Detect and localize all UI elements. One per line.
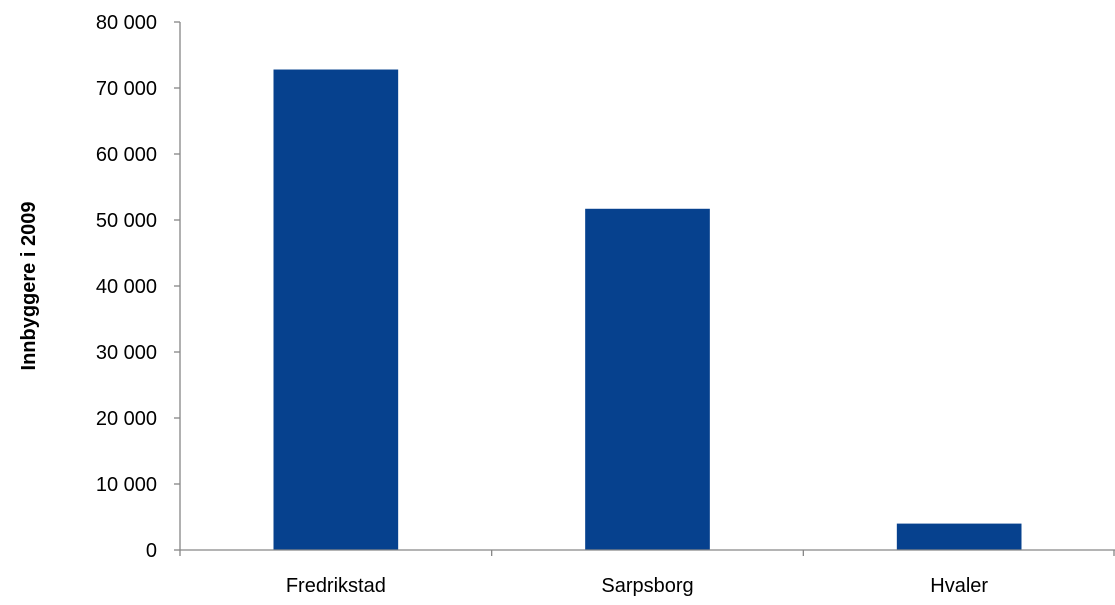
y-tick-label: 60 000 [96,144,157,166]
y-tick-label: 0 [146,540,157,562]
x-axis: Fredrikstad Sarpsborg Hvaler [179,549,1115,597]
y-tick-label: 10 000 [96,474,157,496]
y-axis: 0 10 000 20 000 30 000 40 000 50 000 60 000 70 … [96,12,181,562]
bar-hvaler [896,523,1022,550]
y-tick-label: 70 000 [96,78,157,100]
bars-group [273,69,1022,551]
y-axis-label: Innbyggere i 2009 [18,202,40,371]
y-tick-label: 50 000 [96,210,157,232]
x-tick-label-sarpsborg: Sarpsborg [601,575,693,597]
x-tick-label-fredrikstad: Fredrikstad [286,575,386,597]
x-tick-label-hvaler: Hvaler [930,575,988,597]
y-tick-label: 20 000 [96,408,157,430]
y-tick-label: 40 000 [96,276,157,298]
bar-fredrikstad [273,69,399,551]
y-tick-label: 30 000 [96,342,157,364]
bar-sarpsborg [585,208,710,550]
y-tick-label: 80 000 [96,12,157,34]
